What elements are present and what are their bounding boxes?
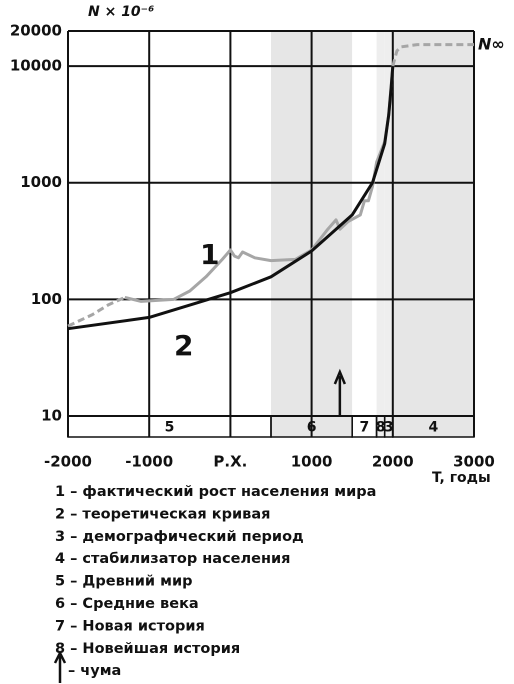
era-label: 3: [384, 420, 394, 436]
background-layer: [68, 31, 474, 437]
legend-item: 6 – Средние века: [55, 596, 199, 612]
era-shade: [68, 31, 271, 437]
curve-label: 2: [174, 329, 193, 362]
legend-item: 1 – фактический рост населения мира: [55, 484, 376, 500]
x-tick-label: Р.Х.: [213, 453, 247, 471]
era-label: 8: [376, 420, 386, 436]
x-tick-label: -2000: [44, 453, 92, 471]
y-tick-label: 100: [31, 290, 62, 308]
y-axis-label: N × 10⁻⁶: [88, 4, 154, 20]
y-tick-label: 10000: [10, 57, 62, 75]
legend-item: 5 – Древний мир: [55, 574, 193, 590]
legend-item: 4 – стабилизатор населения: [55, 551, 290, 567]
x-tick-label: -1000: [125, 453, 173, 471]
legend-item: 2 – теоретическая кривая: [55, 506, 270, 522]
era-label: 4: [429, 420, 439, 436]
era-shade: [392, 31, 474, 437]
legend: 1 – фактический рост населения мира 2 – т…: [53, 484, 376, 683]
legend-item: 8 – Новейшая история: [55, 641, 240, 657]
x-tick-label: 1000: [291, 453, 333, 471]
x-tick-label: 3000: [453, 453, 495, 471]
legend-item: 7 – Новая история: [55, 618, 205, 634]
y-tick-label: 1000: [20, 173, 62, 191]
lines-layer: [67, 43, 474, 416]
curve-label: 1: [200, 238, 219, 271]
x-tick-label: 2000: [372, 453, 414, 471]
legend-arrow: [53, 650, 67, 683]
labels-layer: N × 10⁻⁶ T, годы N∞ 1 2 5 6 7 83 4 10 100 1000 1…: [10, 4, 505, 486]
era-label: 5: [165, 420, 175, 436]
series-line: [67, 296, 126, 328]
legend-item: – чума: [68, 663, 121, 679]
series-line: [67, 65, 395, 331]
x-axis-label: T, годы: [432, 470, 491, 486]
era-label: 6: [307, 420, 317, 436]
era-label: 7: [360, 420, 370, 436]
series-line: [391, 43, 474, 67]
era-shade: [376, 31, 385, 437]
era-shade: [384, 31, 393, 437]
y-tick-label: 10: [41, 407, 62, 425]
plague-arrow: [333, 368, 347, 416]
era-shade: [352, 31, 377, 437]
legend-item: 3 – демографический период: [55, 529, 304, 545]
y-tick-label: 20000: [10, 22, 62, 40]
annotation: N∞: [478, 35, 505, 54]
